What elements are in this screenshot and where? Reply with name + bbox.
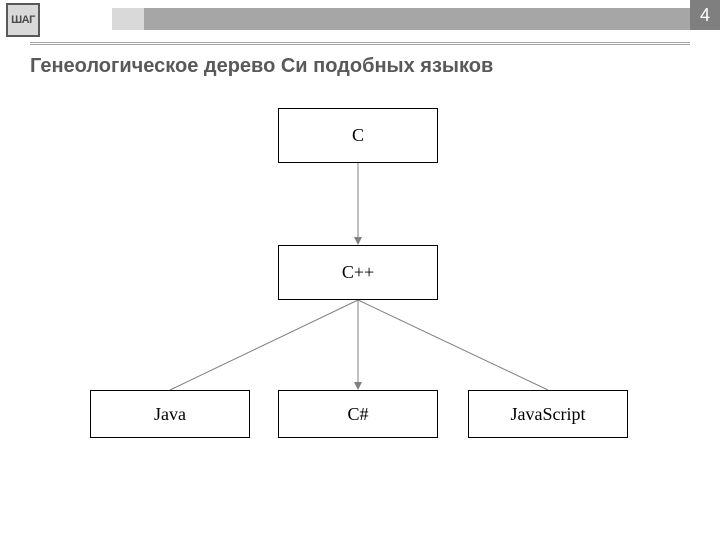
diagram-edges [0, 0, 720, 540]
diagram-arrowhead [354, 237, 362, 245]
diagram-edge [170, 300, 358, 390]
diagram-arrowhead [354, 382, 362, 390]
diagram-edge [358, 300, 548, 390]
